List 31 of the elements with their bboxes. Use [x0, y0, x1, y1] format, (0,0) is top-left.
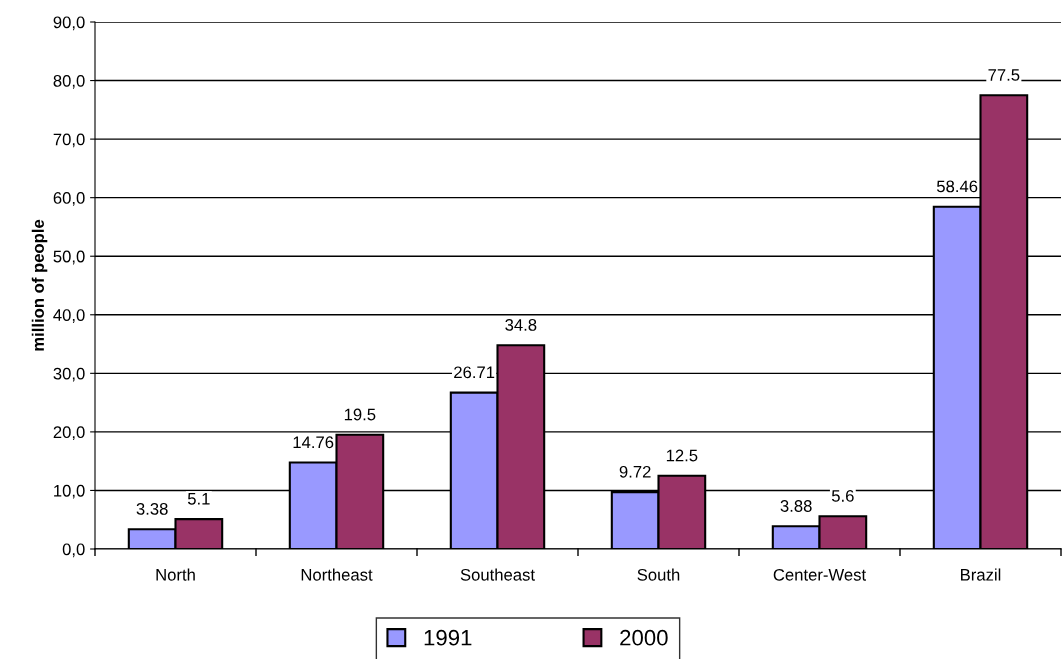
- data-label: 3.38: [136, 503, 168, 515]
- x-tick-label: South: [637, 568, 680, 581]
- y-tick-label: 60,0: [53, 192, 85, 206]
- data-label: 34.8: [505, 319, 537, 331]
- data-label: 14.76: [293, 436, 334, 449]
- y-tick-label: 20,0: [53, 426, 85, 441]
- y-tick-label: 0,0: [62, 543, 85, 558]
- x-tick-label: Brazil: [961, 568, 1001, 581]
- data-label: 12.5: [666, 449, 698, 462]
- data-label: 3.88: [780, 500, 812, 512]
- data-label: 19.5: [344, 408, 376, 421]
- y-tick-label: 70,0: [53, 133, 85, 148]
- data-label: 26.71: [454, 366, 495, 379]
- x-tick-label: Northeast: [301, 568, 373, 581]
- x-tick-label: North: [156, 568, 195, 581]
- legend-label: 2000: [620, 629, 668, 646]
- x-tick-label: Southeast: [460, 568, 535, 581]
- y-axis-title: million of people: [31, 219, 48, 351]
- y-tick-label: 10,0: [54, 484, 85, 499]
- y-tick-label: 40,0: [53, 309, 85, 323]
- data-label: 5.1: [187, 493, 210, 505]
- legend-label: 1991: [424, 629, 472, 646]
- data-label: 9.72: [619, 465, 651, 478]
- y-tick-label: 90,0: [53, 16, 85, 31]
- y-tick-label: 50,0: [53, 250, 85, 265]
- y-tick-label: 80,0: [53, 74, 85, 89]
- data-label: 77.5: [988, 69, 1020, 81]
- x-tick-label: Center-West: [773, 568, 866, 581]
- data-label: 58.46: [936, 180, 978, 193]
- data-label: 5.6: [831, 490, 854, 502]
- y-tick-label: 30,0: [53, 367, 85, 382]
